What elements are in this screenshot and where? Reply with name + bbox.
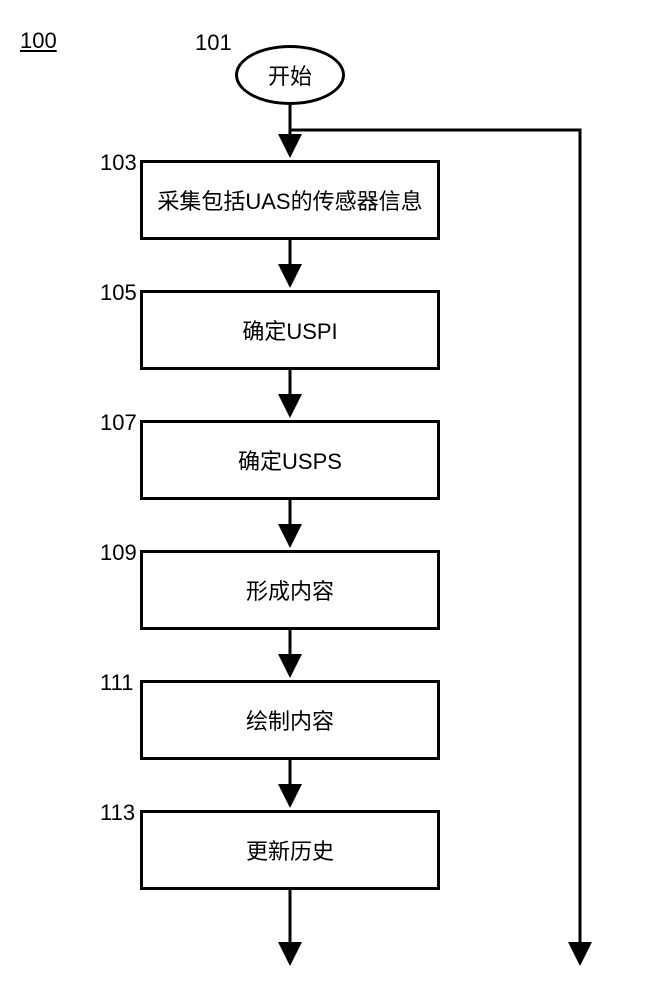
ref-label-105: 105 [100,280,137,306]
process-107-label: 确定USPS [238,444,342,476]
process-103: 采集包括UAS的传感器信息 [140,160,440,240]
process-111: 绘制内容 [140,680,440,760]
process-113: 更新历史 [140,810,440,890]
process-105-label: 确定USPI [242,314,337,346]
ref-label-start: 101 [195,30,232,56]
ref-label-109: 109 [100,540,137,566]
figure-number: 100 [20,28,57,54]
process-105: 确定USPI [140,290,440,370]
start-label: 开始 [268,59,312,91]
process-113-label: 更新历史 [246,834,334,866]
ref-label-111: 111 [100,670,133,696]
start-node: 开始 [235,45,345,105]
ref-label-103: 103 [100,150,137,176]
process-109-label: 形成内容 [246,574,334,606]
process-103-label: 采集包括UAS的传感器信息 [157,184,422,216]
process-109: 形成内容 [140,550,440,630]
ref-label-107: 107 [100,410,137,436]
ref-label-113: 113 [100,800,135,826]
process-111-label: 绘制内容 [246,704,334,736]
flowchart-canvas: 100 101 开始 103 采集包括UAS的传感器信息 105 确定USPI … [0,0,646,1000]
process-107: 确定USPS [140,420,440,500]
